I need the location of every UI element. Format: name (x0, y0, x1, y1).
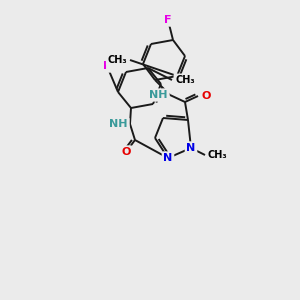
Text: CH₃: CH₃ (208, 150, 228, 160)
Text: N: N (186, 143, 196, 153)
Text: O: O (201, 91, 210, 101)
Text: F: F (164, 15, 172, 25)
Text: N: N (164, 153, 172, 163)
Text: O: O (121, 147, 131, 157)
Text: NH: NH (149, 90, 168, 100)
Text: F: F (103, 61, 111, 71)
Text: CH₃: CH₃ (175, 75, 195, 85)
Text: NH: NH (110, 119, 128, 129)
Text: CH₃: CH₃ (107, 55, 127, 65)
